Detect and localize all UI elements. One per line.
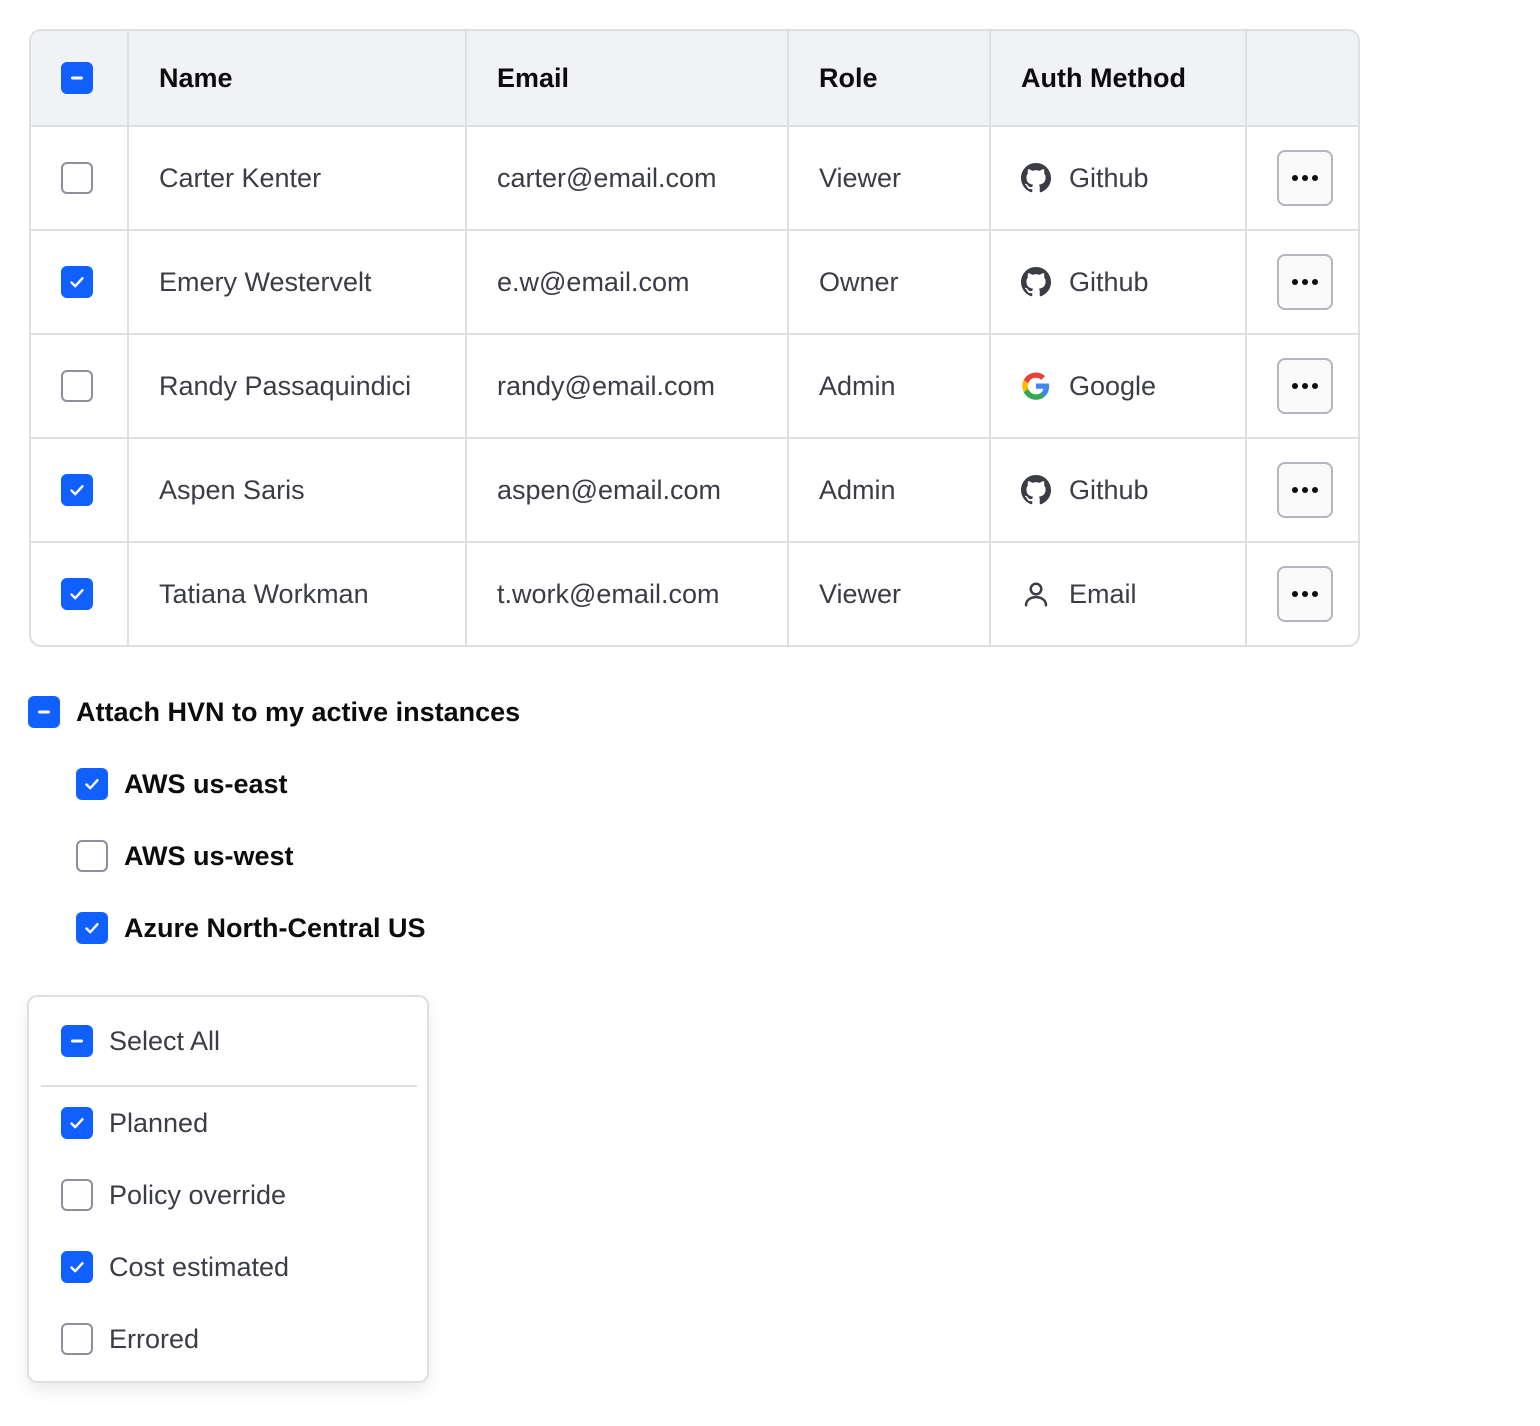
- filter-option[interactable]: Planned: [61, 1107, 208, 1139]
- filter-option[interactable]: Cost estimated: [61, 1251, 289, 1283]
- auth-method: Github: [1069, 474, 1149, 505]
- column-header-email[interactable]: Email: [465, 31, 787, 125]
- checkbox-unchecked[interactable]: [61, 1323, 93, 1355]
- more-actions-button[interactable]: [1277, 462, 1333, 518]
- user-email: aspen@email.com: [465, 439, 787, 541]
- user-email: randy@email.com: [465, 335, 787, 437]
- ellipsis-icon: [1292, 175, 1298, 181]
- github-icon: [1021, 163, 1051, 193]
- hvn-child-checkbox[interactable]: Azure North-Central US: [76, 912, 426, 944]
- hvn-child-label: AWS us-east: [124, 768, 288, 799]
- ellipsis-icon: [1292, 383, 1298, 389]
- checkbox-unchecked[interactable]: [61, 162, 93, 194]
- ellipsis-icon: [1292, 591, 1298, 597]
- checkbox-checked[interactable]: [61, 578, 93, 610]
- table-row: Tatiana Workman t.work@email.com Viewer …: [31, 541, 1358, 645]
- ellipsis-icon: [1292, 487, 1298, 493]
- checkbox-checked[interactable]: [61, 1251, 93, 1283]
- more-actions-button[interactable]: [1277, 254, 1333, 310]
- checkbox-indeterminate[interactable]: [61, 1025, 93, 1057]
- hvn-child-checkbox[interactable]: AWS us-east: [76, 768, 288, 800]
- table-header: Name Email Role Auth Method: [31, 31, 1358, 125]
- github-icon: [1021, 267, 1051, 297]
- user-role: Viewer: [787, 127, 989, 229]
- hvn-child-label: AWS us-west: [124, 840, 294, 871]
- user-name: Emery Westervelt: [127, 231, 465, 333]
- column-header-name[interactable]: Name: [127, 31, 465, 125]
- column-header-role[interactable]: Role: [787, 31, 989, 125]
- auth-method: Github: [1069, 162, 1149, 193]
- user-role: Admin: [787, 335, 989, 437]
- auth-method: Google: [1069, 370, 1157, 401]
- auth-method: Email: [1069, 578, 1137, 609]
- hvn-parent-checkbox[interactable]: Attach HVN to my active instances: [28, 696, 520, 728]
- more-actions-button[interactable]: [1277, 566, 1333, 622]
- select-all-label: Select All: [109, 1025, 221, 1056]
- table-row: Carter Kenter carter@email.com Viewer Gi…: [31, 125, 1358, 229]
- filter-option-label: Policy override: [109, 1179, 287, 1210]
- select-all-rows-checkbox[interactable]: [61, 62, 93, 94]
- hvn-child-checkbox[interactable]: AWS us-west: [76, 840, 294, 872]
- checkbox-checked[interactable]: [76, 768, 108, 800]
- column-header-auth-method[interactable]: Auth Method: [989, 31, 1245, 125]
- filter-option-label: Cost estimated: [109, 1251, 290, 1282]
- filter-dropdown: Select All Planned Policy override Cost es…: [27, 995, 429, 1383]
- user-name: Carter Kenter: [127, 127, 465, 229]
- user-email: e.w@email.com: [465, 231, 787, 333]
- user-name: Randy Passaquindici: [127, 335, 465, 437]
- github-icon: [1021, 475, 1051, 505]
- table-row: Emery Westervelt e.w@email.com Owner Git…: [31, 229, 1358, 333]
- user-name: Aspen Saris: [127, 439, 465, 541]
- checkbox-checked[interactable]: [61, 1107, 93, 1139]
- google-icon: [1021, 371, 1051, 401]
- filter-option-label: Errored: [109, 1323, 200, 1354]
- checkbox-indeterminate[interactable]: [28, 696, 60, 728]
- checkbox-unchecked[interactable]: [76, 840, 108, 872]
- auth-method: Github: [1069, 266, 1149, 297]
- table-row: Randy Passaquindici randy@email.com Admi…: [31, 333, 1358, 437]
- checkbox-checked[interactable]: [61, 474, 93, 506]
- ellipsis-icon: [1292, 279, 1298, 285]
- user-role: Viewer: [787, 543, 989, 645]
- filter-option-label: Planned: [109, 1107, 209, 1138]
- user-email: t.work@email.com: [465, 543, 787, 645]
- hvn-child-label: Azure North-Central US: [124, 912, 426, 943]
- table-row: Aspen Saris aspen@email.com Admin Github: [31, 437, 1358, 541]
- more-actions-button[interactable]: [1277, 358, 1333, 414]
- checkbox-unchecked[interactable]: [61, 1179, 93, 1211]
- column-header-actions: [1245, 31, 1358, 125]
- divider: [41, 1085, 417, 1087]
- user-name: Tatiana Workman: [127, 543, 465, 645]
- user-icon: [1021, 579, 1051, 609]
- select-all-option[interactable]: Select All: [61, 1025, 220, 1057]
- checkbox-checked[interactable]: [61, 266, 93, 298]
- user-role: Owner: [787, 231, 989, 333]
- filter-option[interactable]: Errored: [61, 1323, 199, 1355]
- more-actions-button[interactable]: [1277, 150, 1333, 206]
- user-role: Admin: [787, 439, 989, 541]
- checkbox-checked[interactable]: [76, 912, 108, 944]
- user-email: carter@email.com: [465, 127, 787, 229]
- filter-option[interactable]: Policy override: [61, 1179, 286, 1211]
- users-table: Name Email Role Auth Method Carter Kente…: [29, 29, 1360, 647]
- checkbox-unchecked[interactable]: [61, 370, 93, 402]
- hvn-parent-label: Attach HVN to my active instances: [76, 696, 521, 727]
